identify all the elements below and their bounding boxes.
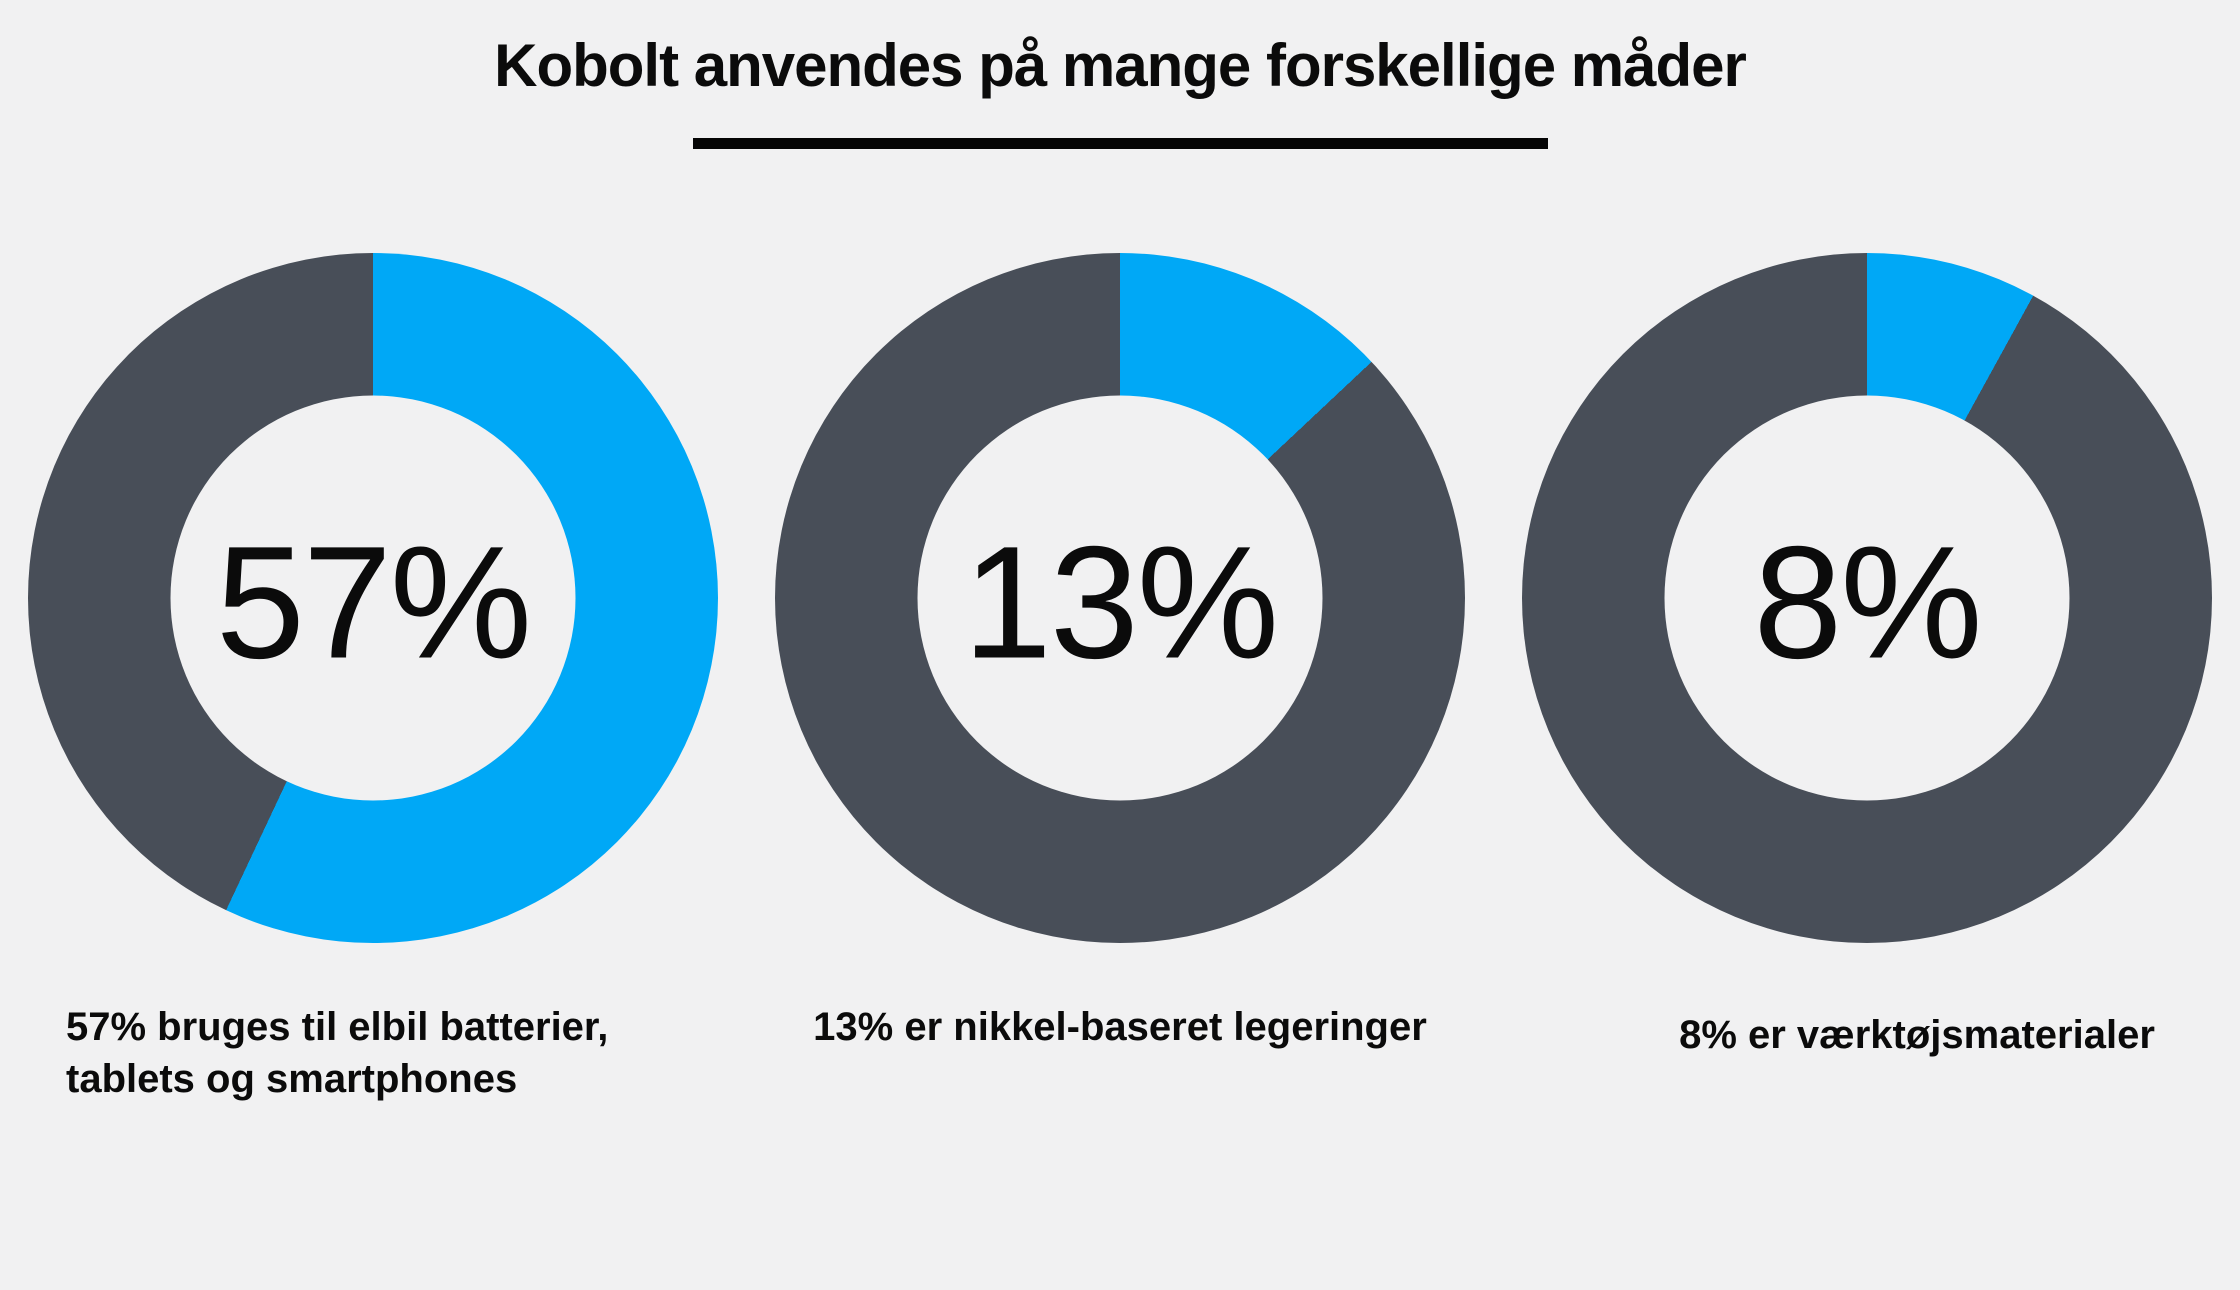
donut-caption: 57% bruges til elbil batterier, tablets … bbox=[28, 1001, 718, 1105]
infographic-page: Kobolt anvendes på mange forskellige måd… bbox=[0, 30, 2240, 1105]
donut-chart-batteries: 57% 57% bruges til elbil batterier, tabl… bbox=[28, 253, 718, 1105]
donut-ring-8: 8% bbox=[1522, 253, 2212, 943]
donut-chart-alloys: 13% 13% er nikkel-baseret legeringer bbox=[775, 253, 1465, 1105]
caption-line: 8% er værktøjsmaterialer bbox=[1679, 1013, 2155, 1057]
donut-hole: 8% bbox=[1664, 395, 2070, 801]
donut-chart-tools: 8% 8% er værktøjsmaterialer bbox=[1522, 253, 2212, 1105]
caption-line: 57% bruges til elbil batterier, bbox=[66, 1005, 609, 1049]
donut-hole: 13% bbox=[917, 395, 1323, 801]
donut-ring-57: 57% bbox=[28, 253, 718, 943]
donut-center-label: 13% bbox=[962, 512, 1279, 691]
donut-center-label: 8% bbox=[1753, 512, 1982, 691]
donut-row: 57% 57% bruges til elbil batterier, tabl… bbox=[0, 253, 2240, 1105]
donut-hole: 57% bbox=[170, 395, 576, 801]
header: Kobolt anvendes på mange forskellige måd… bbox=[0, 30, 2240, 149]
donut-center-label: 57% bbox=[215, 512, 532, 691]
page-title: Kobolt anvendes på mange forskellige måd… bbox=[494, 32, 1747, 99]
caption-line: 13% er nikkel-baseret legeringer bbox=[813, 1005, 1427, 1049]
donut-caption: 13% er nikkel-baseret legeringer bbox=[775, 1001, 1465, 1053]
title-underline bbox=[692, 138, 1548, 149]
caption-line: tablets og smartphones bbox=[66, 1057, 518, 1101]
donut-ring-13: 13% bbox=[775, 253, 1465, 943]
donut-caption: 8% er værktøjsmaterialer bbox=[1572, 1009, 2240, 1061]
